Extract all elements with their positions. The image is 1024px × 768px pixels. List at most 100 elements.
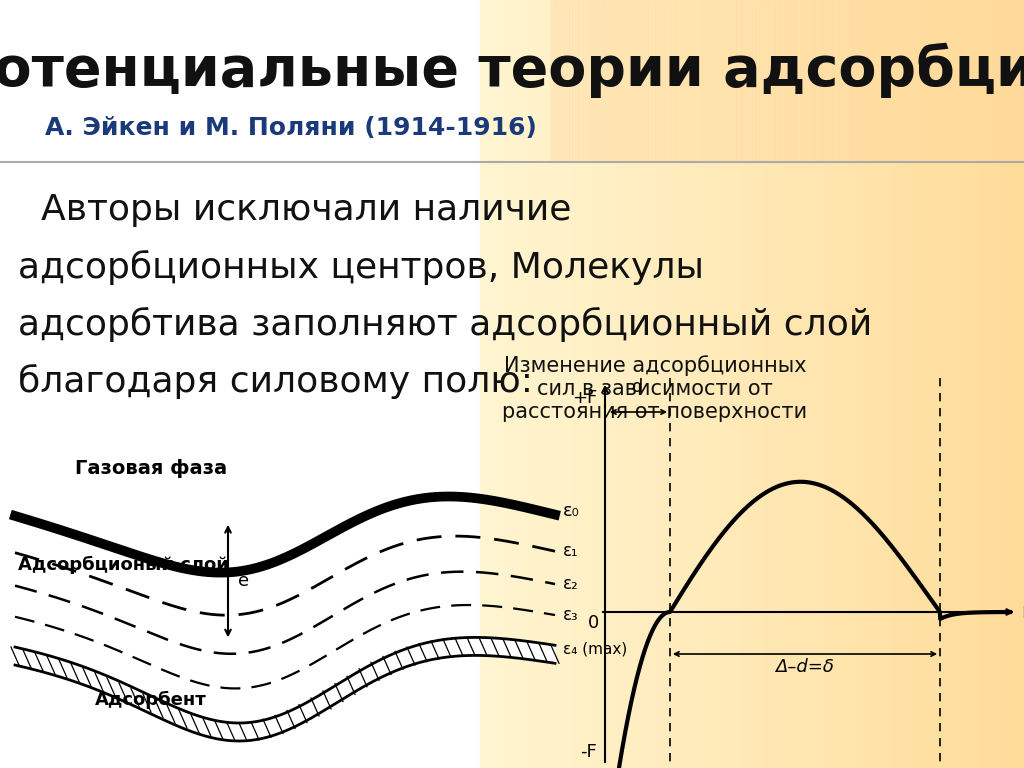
Bar [507, 0, 510, 768]
Bar [662, 0, 665, 768]
Bar [972, 0, 974, 768]
Bar [728, 0, 731, 768]
Bar [808, 0, 811, 768]
Bar [495, 0, 498, 768]
Bar [567, 0, 569, 768]
Bar [629, 0, 632, 768]
Bar [1005, 0, 1007, 768]
Bar [939, 0, 943, 162]
Bar [944, 0, 947, 768]
Bar [923, 0, 927, 162]
Bar [821, 0, 826, 162]
Bar [677, 0, 681, 162]
Bar [983, 0, 987, 162]
Bar [1019, 0, 1021, 768]
Bar [791, 0, 793, 768]
Bar [869, 0, 872, 768]
Text: ε₁: ε₁ [563, 542, 579, 560]
Bar [530, 0, 534, 768]
Bar [885, 0, 889, 162]
Bar [727, 0, 731, 162]
Bar [883, 0, 886, 768]
Bar [1013, 0, 1016, 768]
Bar [597, 0, 601, 162]
Bar [830, 0, 833, 768]
Bar [521, 0, 524, 768]
Bar [638, 0, 641, 768]
Bar [1018, 0, 1022, 162]
Bar [705, 0, 708, 768]
Bar [897, 0, 900, 768]
Bar [605, 0, 608, 768]
Bar [556, 0, 559, 768]
Bar [876, 0, 879, 768]
Bar [584, 0, 586, 768]
Bar [861, 0, 863, 768]
Text: Δ–d=δ: Δ–d=δ [775, 658, 835, 676]
Bar [741, 0, 743, 768]
Bar [742, 0, 746, 162]
Bar [794, 0, 798, 162]
Bar [995, 0, 999, 162]
Bar [654, 0, 658, 162]
Bar [901, 0, 903, 768]
Bar [648, 0, 651, 768]
Bar [794, 0, 797, 768]
Text: Адсорбент: Адсорбент [95, 691, 207, 709]
Bar [895, 0, 898, 768]
Bar [532, 0, 536, 768]
Bar [750, 0, 754, 162]
Bar [892, 0, 894, 768]
Bar [844, 0, 848, 162]
Bar [886, 0, 889, 768]
Bar [749, 0, 752, 768]
Bar [945, 0, 949, 162]
Bar [561, 0, 564, 768]
Bar [989, 0, 992, 768]
Bar [863, 0, 867, 162]
Bar [965, 0, 967, 768]
Bar [841, 0, 844, 768]
Bar [798, 0, 800, 768]
Bar [930, 0, 933, 768]
Text: Изменение адсорбционных
сил в зависимости от
расстояния от поверхности: Изменение адсорбционных сил в зависимост… [503, 355, 808, 422]
Bar [753, 0, 757, 162]
Bar [890, 0, 893, 768]
Bar [687, 0, 689, 768]
Bar [818, 0, 822, 162]
Bar [730, 0, 734, 162]
Bar [657, 0, 662, 162]
Bar [732, 0, 735, 768]
Bar [1012, 0, 1016, 162]
Bar [589, 0, 592, 768]
Bar [963, 0, 966, 768]
Bar [1012, 0, 1014, 768]
Bar [879, 0, 882, 768]
Bar [724, 0, 728, 162]
Bar [549, 0, 552, 768]
Bar [593, 0, 595, 768]
Bar [932, 0, 934, 768]
Bar [685, 0, 688, 768]
Bar [686, 0, 690, 162]
Bar [939, 0, 942, 768]
Bar [556, 0, 560, 162]
Bar [591, 0, 595, 162]
Bar [824, 0, 827, 768]
Bar [885, 0, 887, 768]
Bar [894, 0, 899, 162]
Bar [831, 0, 836, 162]
Bar [721, 0, 724, 768]
Bar [977, 0, 980, 768]
Bar [523, 0, 526, 768]
Bar [954, 0, 958, 162]
Bar [967, 0, 972, 162]
Bar [751, 0, 753, 768]
Bar [681, 0, 684, 768]
Bar [578, 0, 581, 768]
Bar [901, 0, 905, 162]
Bar [955, 0, 957, 768]
Bar [708, 0, 712, 162]
Bar [801, 0, 804, 768]
Bar [735, 0, 738, 768]
